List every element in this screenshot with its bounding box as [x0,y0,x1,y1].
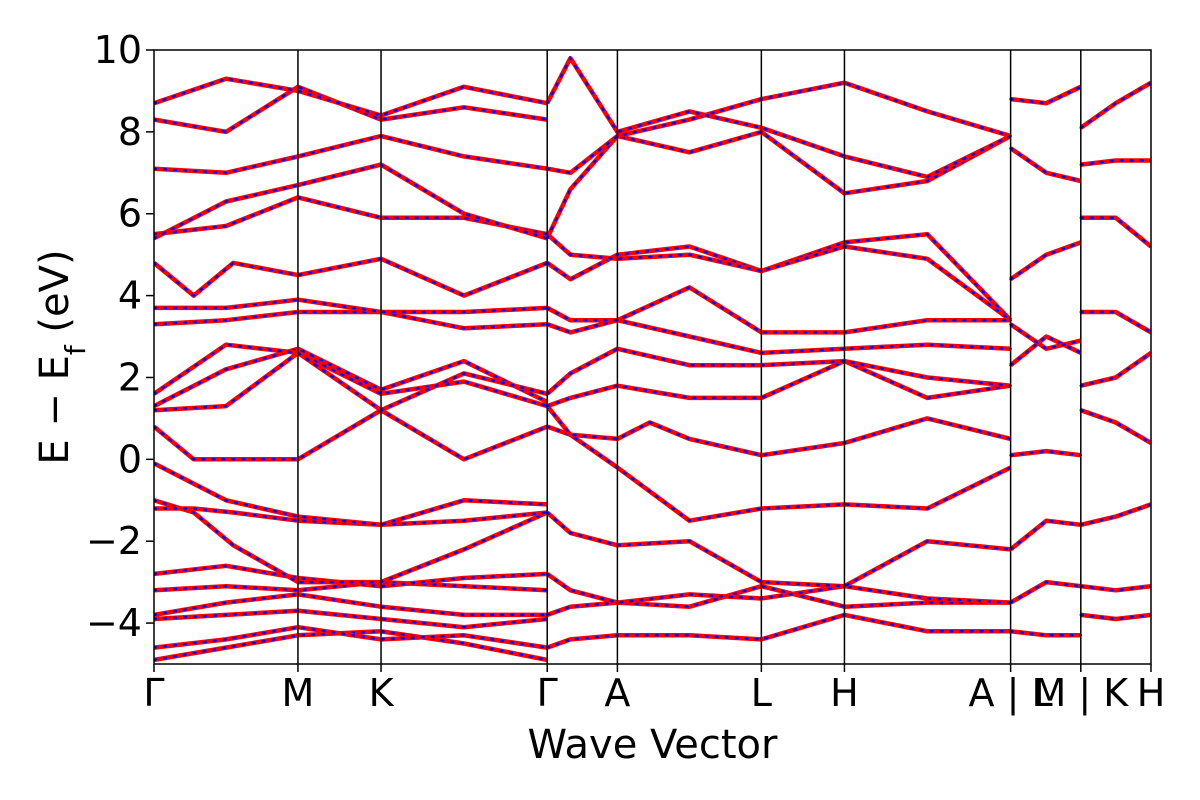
band-line-reference [154,163,549,240]
band-line-reference [1009,580,1083,604]
y-tick-label: 2 [118,355,142,399]
y-axis-ticks: −4 −2 0 2 4 6 8 10 [86,28,154,645]
y-axis-label-unit: (eV) [32,249,78,345]
band-line-reference [154,499,549,584]
band-line [154,195,548,237]
y-tick-label: 10 [94,28,142,72]
band-line-reference [1079,159,1151,166]
band-line-reference [154,609,549,629]
y-tick-label: 4 [118,274,142,318]
band-line-reference [154,507,549,527]
y-axis-label: E − Ef (eV) [32,249,92,464]
band-line-reference [154,564,549,588]
band-line-reference [154,347,549,408]
band-line-reference [545,613,1012,649]
band-line-reference [1079,408,1151,445]
band-line-reference [1079,351,1151,387]
y-tick-label: 0 [118,437,142,481]
band-line-reference [545,318,1012,355]
band-line-reference [154,580,549,592]
band-line-reference [154,298,549,314]
band-line-reference [154,351,549,412]
y-axis-label-main: E − E [32,355,78,465]
band-line-reference [1009,449,1083,457]
band-line [1080,351,1151,388]
x-tick-label: M [282,671,315,715]
band-line [1080,309,1151,335]
band-line-reference [545,404,1012,457]
y-tick-label: 8 [118,110,142,154]
x-tick-label: A | L [969,671,1053,716]
x-tick-label: K [369,671,395,715]
band-line-reference [154,408,549,461]
band-line [154,407,549,462]
band-line-reference [154,257,549,298]
x-tick-label: H [1137,671,1166,715]
band-line [545,572,1011,605]
band-line-reference [545,359,1012,408]
x-tick-label: M | K [1033,671,1129,716]
band-line [154,624,548,650]
x-tick-label: Γ [537,671,558,715]
band-line-reference [1009,519,1083,551]
x-tick-label: H [830,671,859,715]
x-tick-label: A [604,671,630,715]
band-line [1009,146,1082,184]
band-line-reference [545,285,1012,334]
band-line-reference [1079,310,1151,334]
band-line-reference [154,593,549,617]
x-tick-label: Γ [143,671,164,715]
band-line-reference [545,55,1012,179]
band-line-reference [154,77,549,117]
x-axis-label: Wave Vector [528,722,779,768]
band-line-reference [1009,335,1083,367]
band-line [1009,240,1082,282]
band-line-reference [1079,584,1151,592]
band-line [1009,518,1082,552]
band-line-reference [154,196,549,236]
kpoint-lines [297,50,1082,664]
band-line-reference [1079,81,1151,130]
band-line-reference [1009,85,1083,105]
band-line-reference [154,630,549,662]
y-axis-label-sub: f [59,344,92,355]
band-line-reference [545,511,1012,588]
band-line [546,424,1012,523]
band-line [1009,322,1082,352]
band-line-reference [545,81,1012,175]
band-line-reference [545,232,1012,322]
band-line-reference [154,134,549,175]
band-line [1080,215,1151,249]
band-line [154,461,548,528]
band-line [154,133,548,176]
band-line-reference [154,310,549,330]
y-tick-label: −4 [86,601,142,645]
band-line-reference [545,232,1012,322]
y-tick-label: −2 [86,519,142,563]
band-line-reference [1079,216,1151,248]
bands-layer [154,55,1151,663]
x-tick-label: L [751,671,772,715]
plot-frame [153,49,1152,665]
band-line-reference [154,343,549,412]
band-line-reference [545,347,1012,396]
band-line [1009,579,1082,605]
y-tick-label: 6 [118,192,142,236]
band-line-reference [1009,630,1083,637]
band-line-reference [1079,503,1151,527]
band-line [545,129,1012,240]
band-line-reference [154,625,549,649]
band-line-reference [1079,613,1151,621]
